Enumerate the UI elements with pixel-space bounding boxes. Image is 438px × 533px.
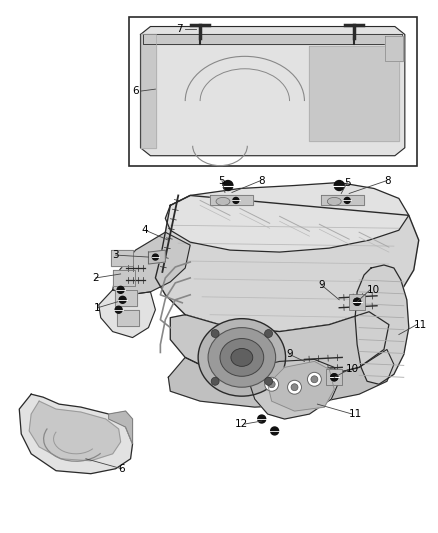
Circle shape: [233, 197, 239, 204]
Circle shape: [211, 329, 219, 337]
Ellipse shape: [216, 197, 230, 205]
Polygon shape: [115, 290, 137, 306]
Circle shape: [331, 374, 338, 381]
Polygon shape: [250, 359, 339, 419]
Circle shape: [115, 306, 122, 313]
Circle shape: [353, 298, 360, 305]
Text: 8: 8: [384, 175, 391, 185]
Polygon shape: [168, 350, 394, 407]
Circle shape: [117, 286, 124, 293]
Polygon shape: [109, 411, 133, 444]
Circle shape: [311, 376, 318, 383]
Polygon shape: [355, 265, 409, 384]
Ellipse shape: [198, 319, 286, 396]
Circle shape: [344, 197, 350, 204]
Circle shape: [353, 298, 360, 305]
Ellipse shape: [231, 349, 253, 366]
Circle shape: [265, 377, 279, 391]
Polygon shape: [144, 35, 402, 44]
Circle shape: [331, 374, 338, 381]
Text: 12: 12: [235, 419, 248, 429]
Text: 9: 9: [318, 280, 325, 290]
Polygon shape: [385, 36, 403, 61]
Text: 10: 10: [367, 285, 380, 295]
Text: 4: 4: [142, 225, 148, 235]
Circle shape: [291, 384, 298, 391]
Text: 7: 7: [177, 23, 183, 34]
Text: 3: 3: [112, 250, 119, 260]
Circle shape: [265, 377, 272, 385]
Polygon shape: [113, 270, 134, 286]
Circle shape: [265, 329, 272, 337]
Polygon shape: [148, 250, 165, 264]
Circle shape: [307, 373, 321, 386]
Circle shape: [211, 377, 219, 385]
Text: 6: 6: [132, 86, 138, 96]
Text: 5: 5: [219, 175, 225, 185]
Ellipse shape: [208, 328, 276, 387]
Polygon shape: [111, 250, 133, 266]
Circle shape: [119, 296, 126, 303]
Ellipse shape: [220, 338, 264, 376]
Polygon shape: [99, 290, 155, 337]
Circle shape: [223, 181, 233, 190]
Text: 2: 2: [92, 273, 99, 283]
Text: 6: 6: [119, 464, 125, 474]
Text: 5: 5: [344, 177, 350, 188]
Bar: [326, 369, 342, 385]
Polygon shape: [321, 196, 364, 205]
Polygon shape: [165, 182, 409, 252]
Circle shape: [268, 381, 275, 387]
Circle shape: [288, 380, 301, 394]
Polygon shape: [19, 394, 133, 474]
Text: 10: 10: [346, 365, 359, 374]
Text: 9: 9: [286, 350, 293, 359]
Polygon shape: [210, 196, 253, 205]
Polygon shape: [29, 401, 120, 461]
Circle shape: [271, 427, 279, 435]
Polygon shape: [141, 35, 156, 148]
Polygon shape: [309, 46, 399, 141]
Circle shape: [334, 181, 344, 190]
Text: 11: 11: [349, 409, 362, 419]
Circle shape: [258, 415, 266, 423]
Polygon shape: [141, 27, 405, 156]
Polygon shape: [170, 312, 389, 381]
Text: 1: 1: [94, 303, 101, 313]
Polygon shape: [155, 196, 419, 332]
Bar: [349, 294, 365, 310]
Polygon shape: [268, 361, 334, 411]
Text: 11: 11: [414, 320, 427, 329]
Polygon shape: [113, 232, 190, 295]
Ellipse shape: [327, 197, 341, 205]
Polygon shape: [117, 310, 138, 326]
Circle shape: [152, 254, 159, 260]
Text: 8: 8: [258, 175, 265, 185]
Bar: [129, 17, 417, 166]
